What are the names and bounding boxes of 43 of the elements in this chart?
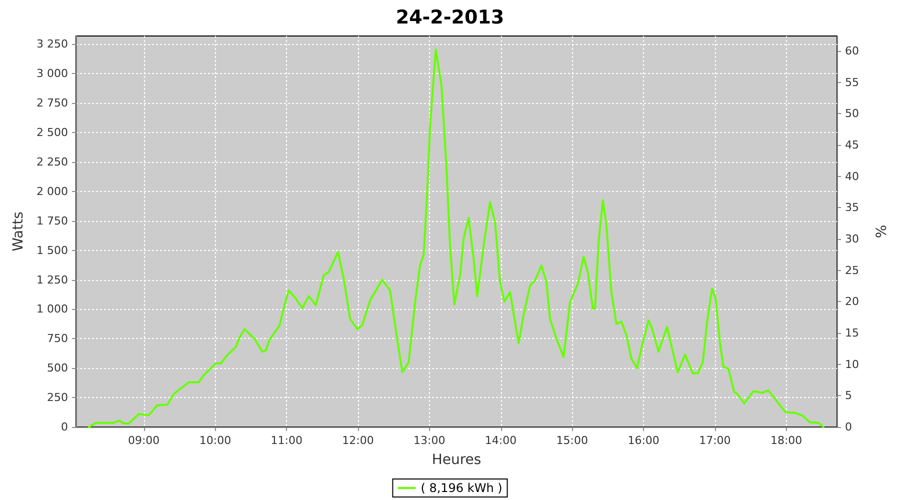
y-tick-label: 2 250 [36, 156, 68, 169]
y-tick-label: 0 [61, 420, 68, 434]
x-tick-label: 15:00 [556, 434, 588, 447]
x-tick-label: 16:00 [628, 434, 660, 447]
y2-tick-label: 20 [845, 295, 859, 308]
y2-tick-label: 35 [845, 201, 859, 214]
y2-tick-label: 25 [845, 264, 859, 277]
x-tick-label: 09:00 [128, 434, 160, 447]
y-tick-label: 1 750 [36, 214, 68, 228]
y2-tick-label: 5 [845, 389, 852, 402]
x-tick-label: 14:00 [484, 434, 517, 447]
y-tick-label: 1 250 [36, 273, 68, 286]
y2-tick-label: 60 [845, 44, 859, 58]
x-tick-label: 18:00 [770, 434, 802, 447]
y2-tick-label: 40 [845, 170, 859, 183]
line-series [88, 48, 824, 428]
y2-tick-label: 15 [845, 326, 859, 340]
y-tick-label: 1 000 [36, 302, 68, 316]
chart-title: 24-2-2013 [396, 6, 504, 28]
x-tick-label: 12:00 [342, 434, 374, 447]
y-tick-label: 2 750 [36, 96, 68, 110]
x-tick-label: 10:00 [199, 434, 232, 447]
y2-axis-title: % [874, 224, 890, 238]
y-tick-label: 3 250 [36, 38, 68, 51]
x-axis-title: Heures [432, 452, 482, 468]
y-tick-label: 750 [47, 332, 68, 346]
y-tick-label: 1 500 [36, 244, 68, 257]
y2-tick-label: 45 [845, 138, 859, 152]
y2-tick-label: 50 [845, 107, 859, 120]
y2-tick-label: 55 [845, 76, 859, 89]
y-tick-label: 3 000 [36, 67, 68, 80]
legend-label: ( 8,196 kWh ) [420, 481, 502, 495]
y-tick-label: 2 000 [36, 184, 68, 198]
y-tick-label: 500 [47, 362, 68, 375]
y2-tick-label: 0 [845, 420, 852, 434]
x-tick-label: 13:00 [414, 434, 446, 447]
x-tick-label: 17:00 [699, 434, 731, 447]
y-tick-label: 2 500 [36, 126, 68, 140]
x-tick-label: 11:00 [270, 434, 302, 447]
y2-tick-label: 30 [845, 232, 859, 246]
y2-tick-label: 10 [845, 358, 859, 371]
y-tick-label: 250 [47, 391, 68, 404]
y-axis-title: Watts [10, 212, 27, 252]
